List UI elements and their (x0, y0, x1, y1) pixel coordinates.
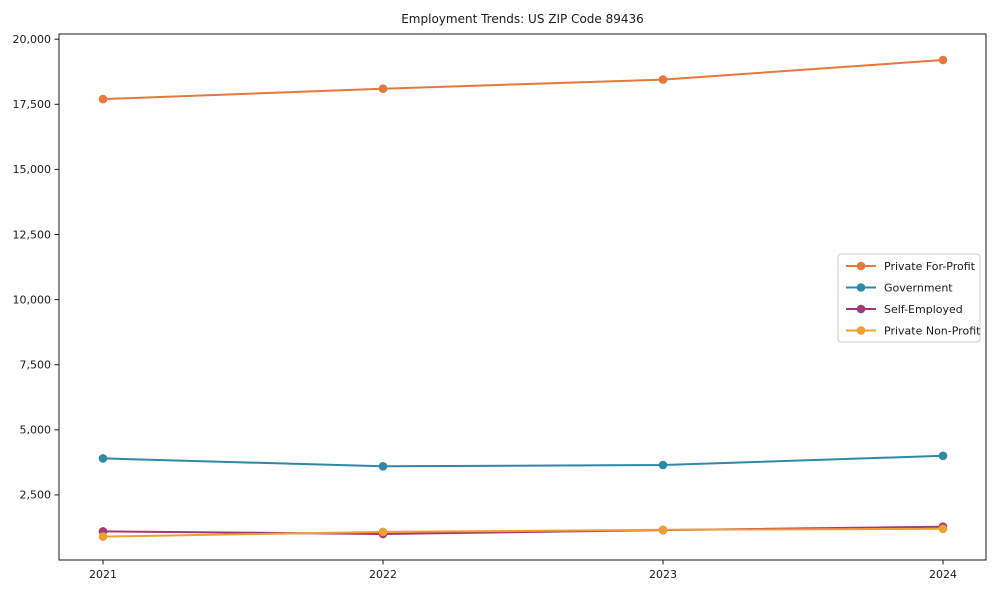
y-tick-label: 20,000 (13, 33, 52, 46)
series-line-government (102, 454, 944, 468)
legend-label-private-non-profit: Private Non-Profit (884, 324, 981, 337)
series-point-private-for-profit (378, 84, 388, 93)
legend-marker-private-for-profit (856, 261, 866, 271)
legend-marker-government (856, 283, 866, 292)
series-point-government (378, 462, 388, 471)
legend-marker-self-employed (856, 304, 866, 314)
series-point-private-for-profit (98, 94, 108, 104)
y-tick-label: 7,500 (20, 359, 52, 372)
series-point-private-non-profit (378, 527, 388, 537)
x-tick-label: 2024 (929, 568, 957, 581)
y-tick-label: 5,000 (20, 424, 52, 437)
series-point-private-for-profit (938, 55, 948, 65)
y-tick-label: 2,500 (20, 489, 52, 502)
x-tick-label: 2023 (649, 568, 677, 581)
series-point-private-non-profit (938, 524, 948, 534)
y-tick-label: 12,500 (13, 228, 52, 241)
series-point-government (938, 451, 948, 461)
series-point-private-non-profit (658, 525, 668, 535)
legend-marker-private-non-profit (856, 326, 866, 335)
x-tick-label: 2021 (89, 568, 117, 581)
legend-label-private-for-profit: Private For-Profit (884, 260, 976, 273)
series-point-government (98, 454, 108, 463)
y-tick-label: 15,000 (13, 163, 52, 176)
y-tick-label: 17,500 (13, 98, 52, 111)
series-point-private-for-profit (658, 75, 668, 84)
legend-label-government: Government (884, 281, 953, 294)
series-point-private-non-profit (98, 532, 108, 541)
legend-label-self-employed: Self-Employed (884, 303, 963, 316)
series-line-private-for-profit (102, 59, 944, 101)
y-tick-label: 10,000 (13, 293, 52, 306)
legend-box (837, 253, 981, 343)
series-line-private-non-profit (102, 527, 944, 538)
series-point-government (658, 460, 668, 470)
x-tick-label: 2022 (369, 568, 397, 581)
plot-border (58, 33, 987, 561)
chart-title: Employment Trends: US ZIP Code 89436 (401, 12, 644, 26)
